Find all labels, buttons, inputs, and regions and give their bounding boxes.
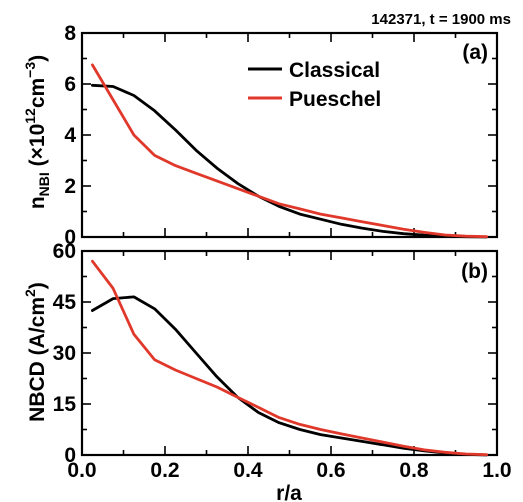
panel-b-series bbox=[91, 259, 489, 457]
x-axis-label: r/a bbox=[276, 482, 302, 502]
panel-b-y-axis-label: NBCD (A/cm2) bbox=[22, 282, 49, 422]
panel-b: 0 15 30 45 60 (b) NBCD (A/cm2) bbox=[22, 240, 499, 467]
y-tick-label: 6 bbox=[64, 73, 76, 96]
legend-pueschel-label: Pueschel bbox=[289, 88, 381, 111]
panel-b-y-ticks: 0 15 30 45 60 bbox=[53, 240, 497, 467]
x-tick-labels: 0.0 0.2 0.4 0.6 0.8 1.0 bbox=[67, 459, 511, 482]
y-tick-label: 4 bbox=[64, 124, 76, 147]
y-tick-label: 0 bbox=[64, 444, 76, 467]
panel-b-x-ticks bbox=[81, 251, 498, 455]
x-tick-label: 0.4 bbox=[233, 459, 263, 482]
y-tick-label: 8 bbox=[64, 22, 76, 45]
x-tick-label: 0.8 bbox=[399, 459, 429, 482]
y-tick-label: 2 bbox=[64, 175, 76, 198]
series-line-pueschel bbox=[91, 63, 489, 239]
x-tick-label: 0.6 bbox=[316, 459, 345, 482]
shot-time-header: 142371, t = 1900 ms bbox=[371, 11, 511, 28]
panel-b-frame bbox=[80, 249, 499, 457]
x-tick-label: 0.2 bbox=[150, 459, 179, 482]
series-line-classical bbox=[91, 83, 489, 239]
series-line-pueschel bbox=[91, 259, 489, 457]
legend-classical-label: Classical bbox=[289, 59, 380, 82]
y-tick-label: 45 bbox=[53, 291, 77, 314]
legend: Classical Pueschel bbox=[248, 59, 381, 111]
x-tick-label: 0.0 bbox=[67, 459, 96, 482]
series-line-classical bbox=[91, 295, 489, 457]
y-tick-label: 60 bbox=[53, 240, 76, 263]
panel-a-y-axis-label: nNBI (×1012cm−3) bbox=[22, 55, 52, 209]
x-tick-label: 1.0 bbox=[482, 459, 511, 482]
panel-a-y-ticks: 0 2 4 6 8 bbox=[64, 22, 497, 249]
y-tick-label: 0 bbox=[64, 226, 76, 249]
panel-a-tag: (a) bbox=[462, 41, 488, 64]
y-tick-label: 15 bbox=[53, 393, 77, 416]
panel-a-series bbox=[91, 63, 489, 239]
panel-a: 0 2 4 6 8 (a) Classical Pueschel nNBI (×1012… bbox=[22, 22, 499, 249]
panel-b-tag: (b) bbox=[461, 260, 488, 283]
y-tick-label: 30 bbox=[53, 342, 76, 365]
